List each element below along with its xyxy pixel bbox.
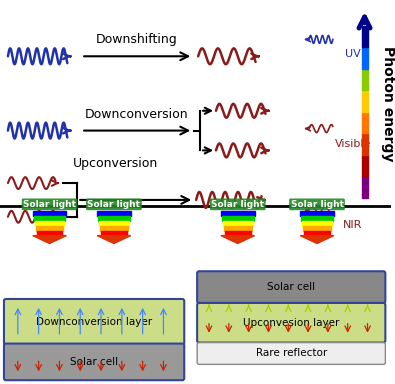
Bar	[361, 133, 367, 155]
Bar	[221, 211, 255, 216]
Bar	[223, 221, 253, 226]
Bar	[302, 221, 332, 226]
Bar	[225, 231, 251, 236]
Text: Photon energy: Photon energy	[381, 46, 395, 162]
Text: Solar light: Solar light	[23, 200, 76, 209]
Bar	[361, 155, 367, 176]
FancyBboxPatch shape	[197, 271, 386, 303]
Bar	[304, 231, 330, 236]
Text: Upconvesion layer: Upconvesion layer	[243, 318, 339, 328]
Bar	[98, 216, 130, 221]
Text: NIR: NIR	[343, 220, 362, 230]
Bar	[361, 47, 367, 69]
Bar	[222, 216, 254, 221]
Text: UV: UV	[345, 50, 361, 60]
FancyBboxPatch shape	[197, 343, 386, 364]
Bar	[100, 226, 128, 231]
Bar	[361, 176, 367, 198]
Bar	[33, 211, 66, 216]
Text: Solar cell: Solar cell	[267, 282, 315, 292]
Bar	[34, 216, 66, 221]
Polygon shape	[33, 236, 66, 243]
Text: Solar cell: Solar cell	[70, 357, 118, 367]
Bar	[361, 112, 367, 133]
Bar	[300, 211, 334, 216]
Bar	[36, 226, 64, 231]
Polygon shape	[221, 236, 255, 243]
Text: Rare reflector: Rare reflector	[256, 348, 327, 359]
Bar	[99, 221, 129, 226]
Text: Upconversion: Upconversion	[73, 157, 158, 170]
FancyBboxPatch shape	[197, 303, 386, 343]
Bar	[301, 216, 333, 221]
Text: Solar light: Solar light	[211, 200, 264, 209]
Text: Visible: Visible	[335, 139, 371, 149]
Bar	[97, 211, 131, 216]
Bar	[361, 69, 367, 90]
Polygon shape	[300, 236, 334, 243]
FancyBboxPatch shape	[4, 299, 184, 344]
Text: Downconversion: Downconversion	[85, 108, 188, 121]
Text: Solar light: Solar light	[290, 200, 344, 209]
Bar	[37, 231, 62, 236]
Text: Downshifting: Downshifting	[96, 33, 178, 46]
Bar	[361, 90, 367, 112]
Polygon shape	[97, 236, 131, 243]
Bar	[303, 226, 331, 231]
Bar	[361, 26, 367, 47]
Bar	[35, 221, 64, 226]
Bar	[224, 226, 252, 231]
Text: Solar light: Solar light	[87, 200, 140, 209]
Bar	[101, 231, 127, 236]
Text: Downconversion layer: Downconversion layer	[36, 317, 152, 327]
FancyBboxPatch shape	[4, 344, 184, 380]
